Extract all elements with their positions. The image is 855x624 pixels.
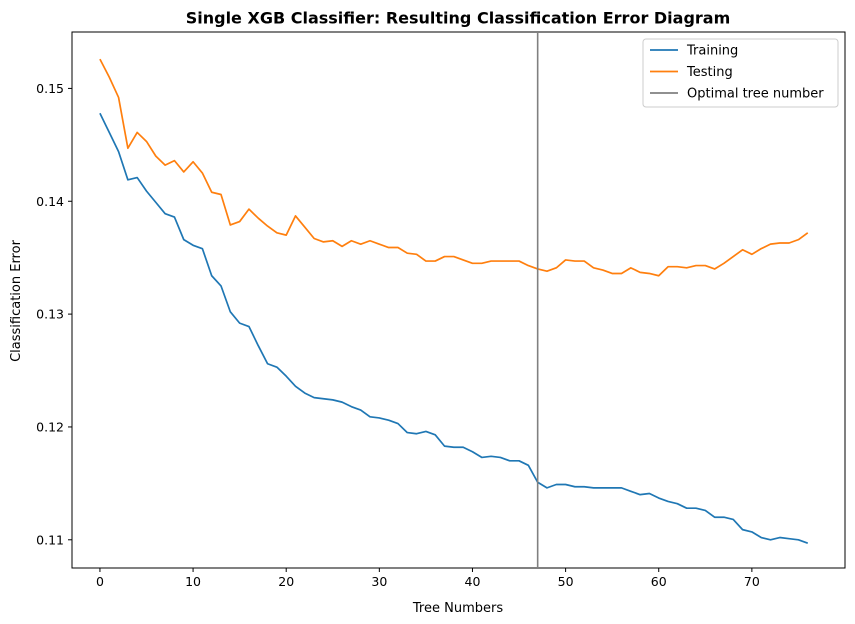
y-axis: 0.11 0.12 0.13 0.14 0.15 — [36, 81, 72, 547]
legend-box — [642, 38, 839, 108]
y-tick-label: 0.15 — [36, 81, 64, 96]
x-axis: 0 10 20 30 40 50 60 70 — [96, 568, 760, 589]
x-tick-label: 20 — [278, 574, 294, 589]
x-tick-label: 40 — [465, 574, 481, 589]
x-tick-label: 30 — [371, 574, 387, 589]
x-tick-label: 10 — [185, 574, 201, 589]
y-tick-label: 0.14 — [36, 194, 64, 209]
x-tick-label: 70 — [744, 574, 760, 589]
training-series-line — [99, 112, 809, 544]
legend-label-testing: Testing — [686, 65, 733, 80]
legend: Training Testing Optimal tree number — [642, 38, 839, 108]
plot-frame — [71, 31, 846, 569]
y-tick-label: 0.11 — [36, 532, 64, 547]
y-axis-label: Classification Error — [9, 239, 24, 361]
testing-series-line — [99, 58, 809, 277]
x-tick-label: 0 — [96, 574, 104, 589]
x-tick-label: 50 — [558, 574, 574, 589]
legend-label-optimal-tree-number: Optimal tree number — [687, 87, 824, 102]
x-tick-label: 60 — [651, 574, 667, 589]
legend-label-training: Training — [686, 44, 738, 59]
chart-title: Single XGB Classifier: Resulting Classif… — [186, 9, 731, 28]
y-tick-label: 0.12 — [36, 419, 64, 434]
plot-area — [71, 31, 846, 569]
y-tick-label: 0.13 — [36, 307, 64, 322]
x-axis-label: Tree Numbers — [412, 601, 503, 616]
